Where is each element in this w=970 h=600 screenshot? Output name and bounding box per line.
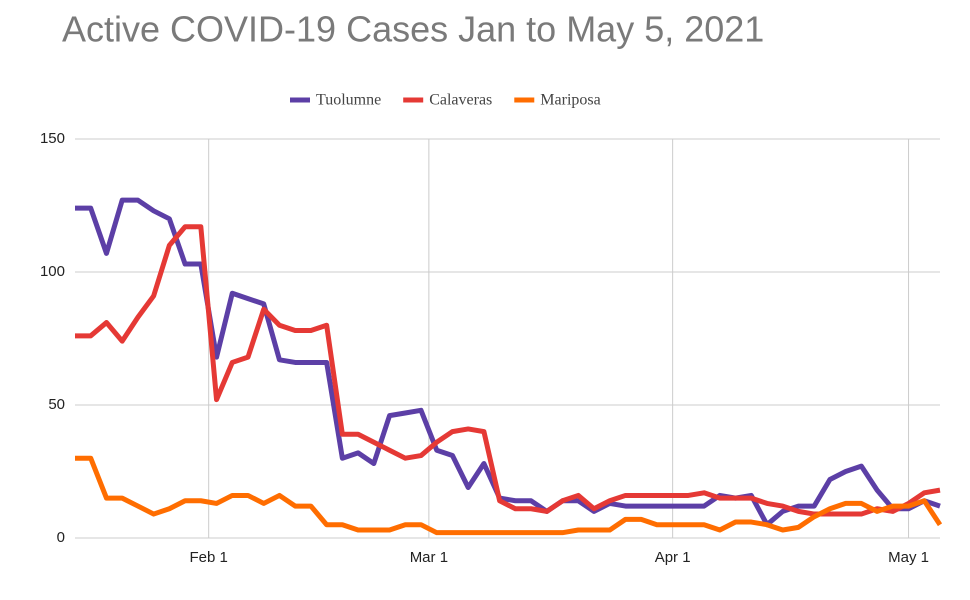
chart-title: Active COVID-19 Cases Jan to May 5, 2021 (62, 9, 764, 50)
legend-label: Tuolumne (316, 92, 381, 109)
x-tick-label: Mar 1 (410, 549, 448, 566)
legend-label: Mariposa (540, 92, 600, 109)
x-tick-label: Feb 1 (190, 549, 228, 566)
series-line (75, 224, 941, 517)
y-tick-label: 100 (40, 263, 65, 280)
legend-label: Calaveras (429, 92, 492, 109)
series-line (75, 455, 943, 536)
x-tick-label: May 1 (888, 549, 929, 566)
y-tick-label: 150 (40, 130, 65, 147)
x-tick-label: Apr 1 (655, 549, 691, 566)
series-line (75, 197, 941, 528)
y-tick-label: 50 (48, 396, 65, 413)
y-tick-label: 0 (57, 529, 65, 546)
